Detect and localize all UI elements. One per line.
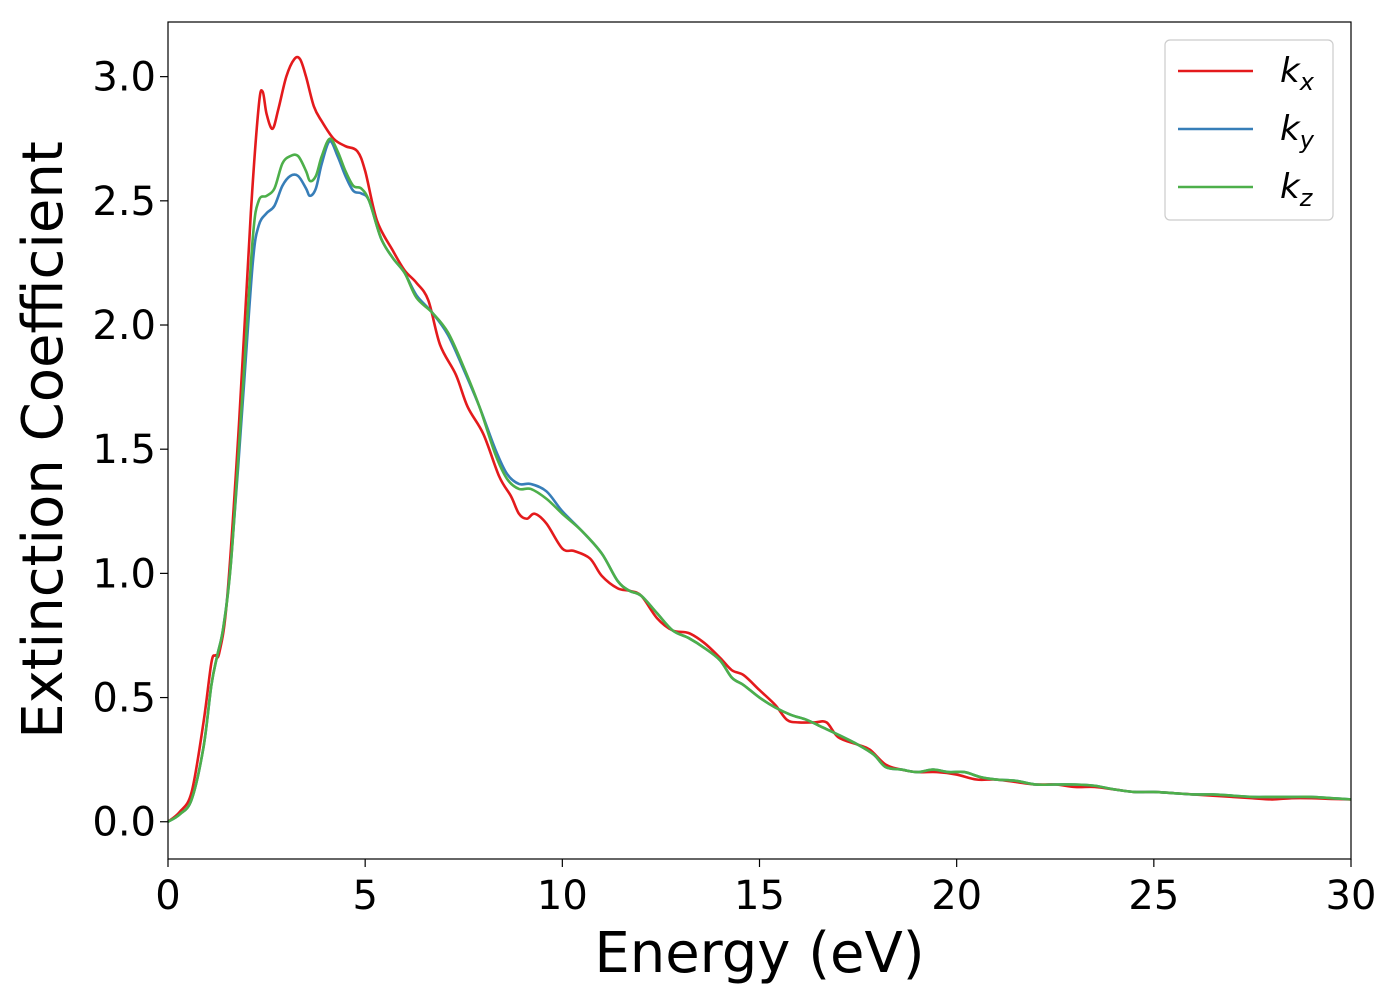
series-line-kz: [167, 137, 1352, 823]
x-tick-label: 0: [155, 873, 180, 919]
x-axis-label: Energy (eV): [594, 921, 924, 986]
series-layer: [167, 55, 1352, 823]
x-tick-label: 5: [352, 873, 377, 919]
x-tick-label: 20: [931, 873, 982, 919]
legend: kx ky kz: [1164, 39, 1334, 221]
x-tick-label: 30: [1326, 873, 1377, 919]
x-axis-ticks: 0 5 10 15 20 25 30: [155, 859, 1376, 919]
legend-label: ky: [1280, 109, 1315, 154]
y-tick-label: 1.0: [92, 551, 156, 597]
y-tick-label: 0.5: [92, 676, 156, 722]
y-tick-label: 3.0: [92, 55, 156, 101]
y-tick-label: 2.5: [92, 179, 156, 225]
legend-label: kx: [1280, 51, 1315, 96]
y-tick-label: 0.0: [92, 800, 156, 846]
x-tick-label: 25: [1128, 873, 1179, 919]
y-axis-label: Extinction Coefficient: [11, 141, 76, 739]
x-tick-label: 10: [537, 873, 588, 919]
y-tick-label: 1.5: [92, 427, 156, 473]
y-tick-label: 2.0: [92, 303, 156, 349]
y-axis-ticks: 0.0 0.5 1.0 1.5 2.0 2.5 3.0: [92, 55, 168, 846]
x-tick-label: 15: [734, 873, 785, 919]
legend-label: kz: [1280, 167, 1314, 212]
